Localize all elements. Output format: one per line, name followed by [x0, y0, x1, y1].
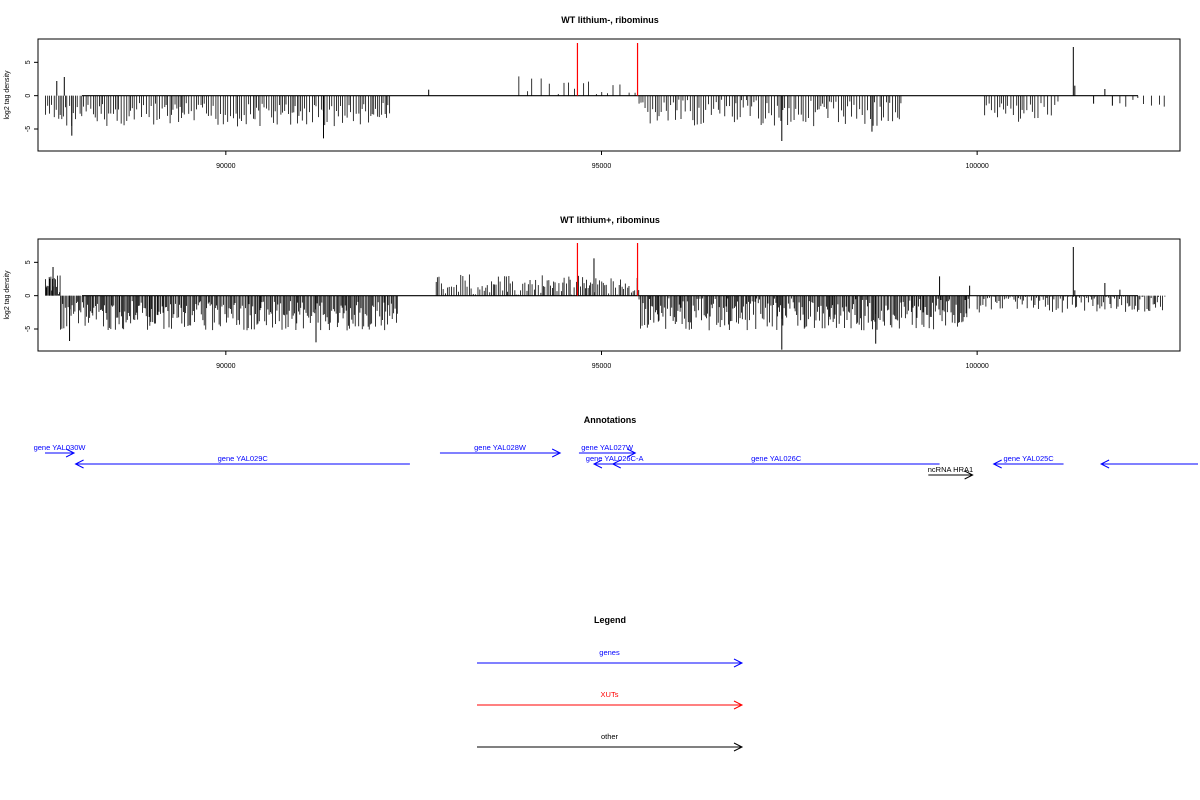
legend-item: XUTs	[477, 690, 744, 710]
arrow-head	[65, 448, 76, 458]
arrow-head	[1099, 459, 1110, 469]
y-tick-label: -5	[25, 326, 32, 332]
annotation-feature: gene YAL026C	[611, 454, 940, 469]
legend-label: genes	[599, 648, 620, 657]
arrow-head	[74, 459, 84, 469]
arrow-head	[964, 470, 974, 480]
x-tick-label: 95000	[592, 163, 612, 170]
panel-title: WT lithium-, ribominus	[561, 15, 659, 25]
feature-label: ncRNA HRA1	[928, 465, 973, 474]
x-tick-label: 100000	[965, 363, 988, 370]
legend-panel: Legend genes XUTs other	[477, 615, 744, 752]
y-axis-ticks: -5 0 5	[25, 260, 38, 332]
arrow-head	[733, 742, 744, 752]
feature-label: gene YAL029C	[218, 454, 269, 463]
feature-label: gene YAL028W	[474, 443, 527, 452]
red-markers	[576, 43, 639, 96]
plot-frame	[37, 38, 1181, 152]
y-axis-ticks: -5 0 5	[25, 60, 38, 132]
x-axis-ticks: 90000 95000 100000	[216, 351, 989, 370]
arrow-head	[627, 448, 637, 458]
legend-item: genes	[477, 648, 744, 668]
x-tick-label: 90000	[216, 363, 236, 370]
arrow-head	[551, 448, 562, 458]
arrow-head	[992, 459, 1002, 469]
red-markers	[576, 243, 639, 296]
plot-frame	[37, 238, 1181, 352]
annotation-feature: ncRNA HRA1	[928, 465, 974, 480]
annotation-feature: gene YAL026C-A	[586, 454, 644, 469]
annotation-feature: gene YAL030W	[34, 443, 87, 458]
feature-label: gene YAL030W	[34, 443, 87, 452]
annotation-features: gene YAL030W gene YAL029C gene YAL028W gene…	[34, 443, 1198, 480]
arrow-head	[611, 459, 621, 469]
legend-items: genes XUTs other	[477, 648, 744, 752]
annotations-title: Annotations	[584, 415, 637, 425]
annotation-feature: gene YAL029C	[74, 454, 410, 469]
legend-title: Legend	[594, 615, 626, 625]
annotation-feature	[1099, 459, 1198, 469]
feature-label: gene YAL026C-A	[586, 454, 644, 463]
x-tick-label: 100000	[965, 163, 988, 170]
feature-label: gene YAL027W	[581, 443, 634, 452]
y-tick-label: 0	[25, 294, 32, 298]
arrow-head	[592, 459, 603, 469]
annotation-feature: gene YAL027W	[578, 443, 637, 458]
legend-label: other	[601, 732, 619, 741]
annotation-feature: gene YAL028W	[439, 443, 562, 458]
x-tick-label: 90000	[216, 163, 236, 170]
y-axis-label: log2 tag density	[4, 70, 11, 120]
feature-label: gene YAL026C	[751, 454, 802, 463]
arrow-head	[733, 658, 744, 668]
y-tick-label: 5	[25, 260, 32, 264]
y-axis-label: log2 tag density	[4, 270, 11, 320]
y-tick-label: 5	[25, 60, 32, 64]
panel-title: WT lithium+, ribominus	[560, 215, 660, 225]
feature-label: gene YAL025C	[1004, 454, 1055, 463]
legend-label: XUTs	[601, 690, 619, 699]
bar-series	[45, 47, 1165, 141]
legend-item: other	[477, 732, 744, 752]
y-tick-label: -5	[25, 126, 32, 132]
track-panel-lithium-minus: WT lithium-, ribominus log2 tag density …	[4, 15, 1181, 170]
y-tick-label: 0	[25, 94, 32, 98]
x-tick-label: 95000	[592, 363, 612, 370]
annotation-feature: gene YAL025C	[992, 454, 1064, 469]
bar-series	[45, 247, 1166, 350]
track-panel-lithium-plus: WT lithium+, ribominus log2 tag density …	[4, 215, 1181, 370]
x-axis-ticks: 90000 95000 100000	[216, 151, 989, 170]
arrow-head	[733, 700, 744, 710]
